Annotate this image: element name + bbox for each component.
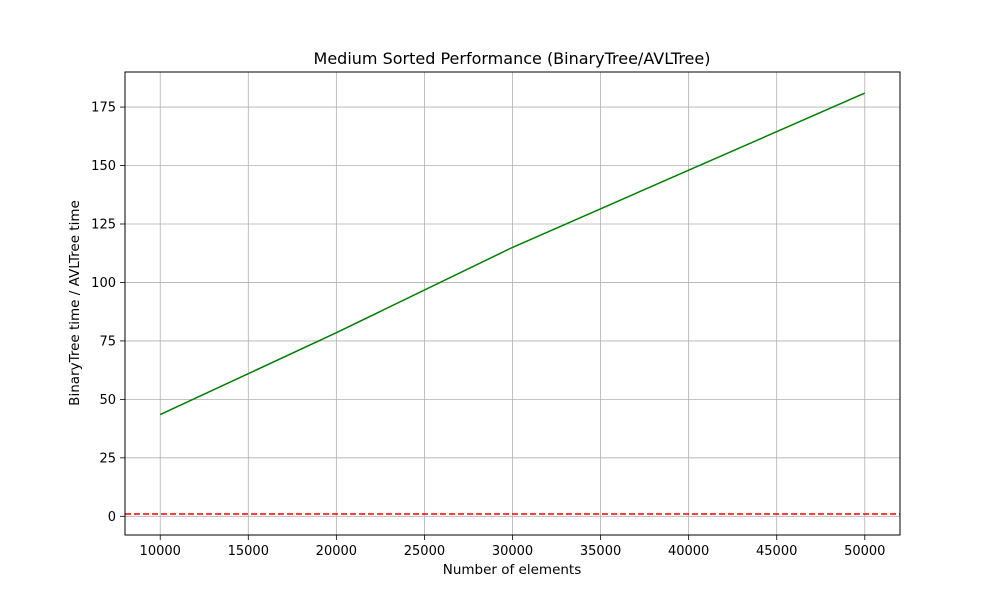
y-tick-label: 125 xyxy=(91,217,116,232)
x-tick-label: 35000 xyxy=(580,544,621,559)
x-tick-label: 20000 xyxy=(316,544,357,559)
y-tick-label: 100 xyxy=(91,276,116,291)
x-axis-ticks: 10000 15000 20000 25000 30000 35000 40000 45000… xyxy=(140,535,885,559)
x-tick-label: 10000 xyxy=(140,544,181,559)
x-tick-label: 50000 xyxy=(844,544,885,559)
x-tick-label: 25000 xyxy=(404,544,445,559)
y-axis-title: BinaryTree time / AVLTree time xyxy=(67,200,83,406)
y-tick-label: 175 xyxy=(91,101,116,116)
series xyxy=(159,92,866,416)
x-tick-label: 40000 xyxy=(668,544,709,559)
y-axis-ticks: 0 25 50 75 100 125 150 175 xyxy=(91,101,125,525)
x-axis-title: Number of elements xyxy=(443,562,582,578)
y-tick-label: 150 xyxy=(91,159,116,174)
y-tick-label: 0 xyxy=(108,510,116,525)
x-tick-label: 45000 xyxy=(756,544,797,559)
x-tick-label: 15000 xyxy=(228,544,269,559)
chart-title: Medium Sorted Performance (BinaryTree/AV… xyxy=(314,49,711,68)
y-tick-label: 50 xyxy=(99,393,116,408)
y-tick-label: 75 xyxy=(99,334,116,349)
series-line xyxy=(159,92,866,416)
grid xyxy=(125,72,900,535)
x-tick-label: 30000 xyxy=(492,544,533,559)
y-tick-label: 25 xyxy=(99,451,116,466)
